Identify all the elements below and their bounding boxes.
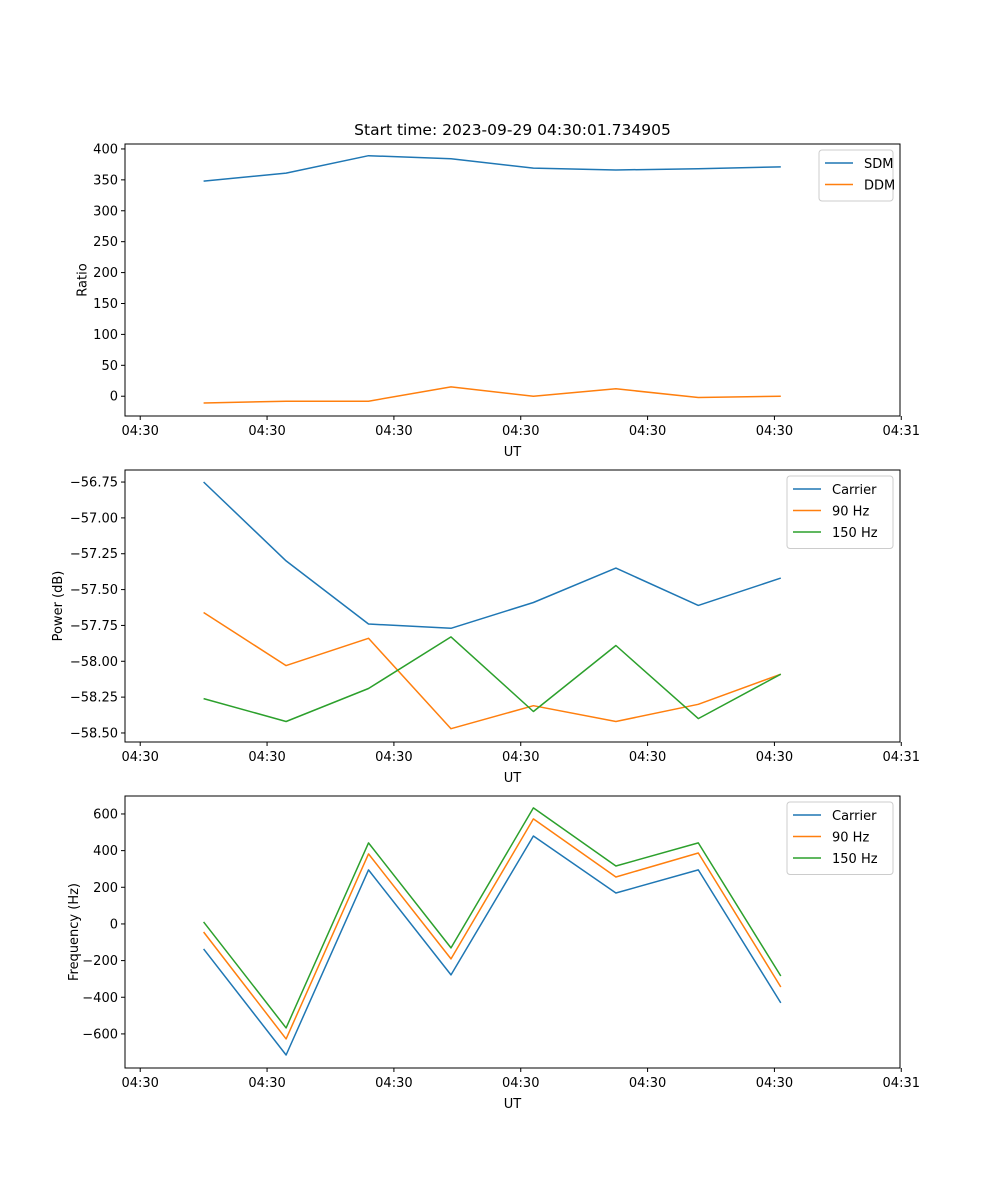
y-tick-label: 200 xyxy=(93,881,118,896)
chart-title: Start time: 2023-09-29 04:30:01.734905 xyxy=(354,121,671,139)
axes-frame xyxy=(124,795,901,1069)
series-line-150-hz xyxy=(203,807,782,1029)
y-tick-label: −56.75 xyxy=(70,476,118,491)
y-tick-label: 300 xyxy=(93,204,118,219)
panel-1: Start time: 2023-09-29 04:30:01.73490504… xyxy=(75,121,920,460)
y-tick-label: 50 xyxy=(101,359,118,374)
legend-label: 150 Hz xyxy=(832,852,878,867)
x-tick-label: 04:31 xyxy=(883,1076,920,1091)
series-line-150-hz xyxy=(203,636,782,723)
y-tick-label: 100 xyxy=(93,328,118,343)
legend: Carrier 90 Hz 150 Hz xyxy=(786,475,894,549)
x-tick-label: 04:30 xyxy=(629,750,666,765)
legend-box xyxy=(786,475,894,549)
series-line-90-hz xyxy=(203,818,782,1040)
legend-label: Carrier xyxy=(832,483,877,498)
x-tick-label: 04:30 xyxy=(629,424,666,439)
x-tick-label: 04:30 xyxy=(375,1076,412,1091)
axes-frame xyxy=(124,469,901,743)
y-tick-label: 200 xyxy=(93,266,118,281)
x-tick-label: 04:30 xyxy=(629,1076,666,1091)
panel-3: 04:30 04:30 04:30 04:30 04:30 04:30 04:31 UT 600… xyxy=(67,795,920,1112)
panel-2: 04:30 04:30 04:30 04:30 04:30 04:30 04:31 UT −56… xyxy=(51,469,920,786)
axes-frame xyxy=(124,143,901,417)
x-tick-label: 04:30 xyxy=(502,424,539,439)
series-line-ddm xyxy=(203,386,781,404)
y-tick-label: 0 xyxy=(110,390,118,405)
y-tick-label: 400 xyxy=(93,844,118,859)
series-line-sdm xyxy=(203,154,781,182)
x-tick-label: 04:31 xyxy=(883,424,920,439)
x-tick-label: 04:30 xyxy=(121,424,158,439)
x-axis-label: UT xyxy=(504,445,522,460)
x-tick-label: 04:30 xyxy=(248,1076,285,1091)
series-line-carrier xyxy=(203,835,782,1056)
y-tick-label: 0 xyxy=(110,917,118,932)
y-tick-label: 250 xyxy=(93,235,118,250)
x-tick-label: 04:30 xyxy=(756,1076,793,1091)
legend: SDM DDM xyxy=(818,149,895,202)
x-tick-label: 04:30 xyxy=(248,424,285,439)
y-tick-label: −58.25 xyxy=(70,691,118,706)
series-line-90-hz xyxy=(203,611,782,730)
y-axis-label: Power (dB) xyxy=(51,571,66,642)
x-tick-label: 04:30 xyxy=(756,424,793,439)
y-tick-label: 600 xyxy=(93,807,118,822)
y-tick-label: −200 xyxy=(82,954,118,969)
y-tick-label: −57.00 xyxy=(70,511,118,526)
y-tick-label: −58.00 xyxy=(70,655,118,670)
legend-label: SDM xyxy=(864,157,893,172)
series-line-carrier xyxy=(203,481,782,630)
x-tick-label: 04:30 xyxy=(121,1076,158,1091)
x-tick-label: 04:31 xyxy=(883,750,920,765)
y-tick-label: −58.50 xyxy=(70,726,118,741)
legend-label: 150 Hz xyxy=(832,526,878,541)
y-tick-label: −57.75 xyxy=(70,619,118,634)
x-tick-label: 04:30 xyxy=(756,750,793,765)
x-tick-label: 04:30 xyxy=(248,750,285,765)
legend-label: 90 Hz xyxy=(832,505,869,520)
legend-box xyxy=(786,801,894,875)
y-axis-label: Ratio xyxy=(75,263,90,296)
x-tick-label: 04:30 xyxy=(502,1076,539,1091)
y-tick-label: −57.25 xyxy=(70,547,118,562)
y-tick-label: −600 xyxy=(82,1027,118,1042)
x-tick-label: 04:30 xyxy=(375,424,412,439)
x-tick-label: 04:30 xyxy=(375,750,412,765)
legend-label: 90 Hz xyxy=(832,831,869,846)
y-axis-label: Frequency (Hz) xyxy=(67,883,82,981)
legend-label: Carrier xyxy=(832,809,877,824)
legend: Carrier 90 Hz 150 Hz xyxy=(786,801,894,875)
y-tick-label: 400 xyxy=(93,142,118,157)
y-tick-label: 350 xyxy=(93,173,118,188)
x-axis-label: UT xyxy=(504,771,522,786)
x-tick-label: 04:30 xyxy=(502,750,539,765)
y-tick-label: −400 xyxy=(82,991,118,1006)
y-tick-label: 150 xyxy=(93,297,118,312)
x-tick-label: 04:30 xyxy=(121,750,158,765)
y-tick-label: −57.50 xyxy=(70,583,118,598)
legend-label: DDM xyxy=(864,179,895,194)
x-axis-label: UT xyxy=(504,1097,522,1112)
